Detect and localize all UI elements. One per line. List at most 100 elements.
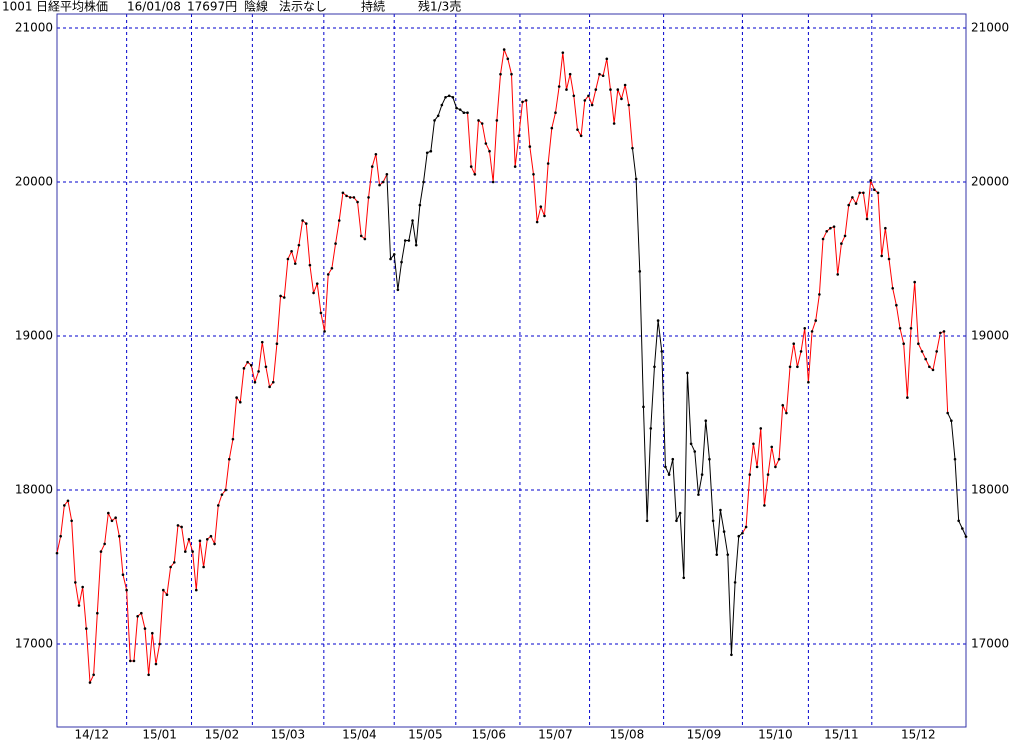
header-signal: 法示なし (279, 0, 327, 14)
price-point (264, 365, 268, 369)
x-tick-label: 15/06 (471, 728, 506, 742)
price-point (348, 196, 352, 199)
price-point (143, 627, 147, 630)
price-point (887, 257, 891, 261)
price-line (56, 47, 949, 685)
price-point (191, 550, 194, 553)
price-point (770, 445, 774, 449)
price-point (594, 88, 598, 91)
price-point (946, 411, 949, 415)
price-point (510, 72, 513, 76)
price-point (238, 400, 242, 404)
y2-tick-label: 20000 (971, 175, 1009, 189)
price-point (455, 106, 458, 110)
price-point (275, 342, 279, 346)
price-point (129, 659, 132, 663)
price-point (319, 311, 323, 315)
price-point (554, 111, 557, 115)
price-point (165, 593, 169, 597)
price-point (458, 108, 462, 111)
price-point (495, 119, 499, 122)
price-point (653, 365, 656, 369)
price-point (425, 151, 429, 155)
price-point (543, 214, 546, 218)
price-point (381, 180, 385, 184)
price-point (869, 179, 873, 182)
price-point (810, 330, 814, 333)
price-point (528, 145, 532, 148)
price-point (480, 122, 484, 125)
price-point (63, 504, 66, 507)
price-point (308, 263, 312, 267)
price-point (257, 370, 260, 373)
price-point (565, 88, 568, 91)
header-candle: 陰線 (244, 0, 268, 14)
price-point (140, 611, 143, 615)
price-point (469, 165, 473, 168)
price-point (121, 573, 125, 576)
price-point (620, 97, 623, 101)
price-point (389, 257, 392, 261)
price-point (950, 419, 953, 423)
price-point (664, 465, 667, 469)
price-point (70, 519, 73, 523)
price-point (583, 99, 587, 102)
price-point (74, 581, 77, 584)
price-point (891, 286, 894, 290)
price-point (315, 282, 319, 285)
price-point (898, 327, 902, 330)
price-point (616, 88, 620, 91)
header-code: 1001 (2, 0, 33, 14)
price-point (884, 226, 887, 230)
price-point (579, 134, 583, 138)
price-point (451, 96, 455, 99)
price-point (755, 465, 759, 469)
price-point (253, 380, 257, 384)
price-point (161, 588, 165, 592)
x-tick-label: 15/02 (205, 728, 240, 742)
price-point (411, 219, 414, 222)
price-point (605, 57, 609, 61)
y2-tick-label: 21000 (971, 21, 1009, 35)
price-point (796, 365, 799, 369)
price-point (719, 508, 722, 512)
x-tick-label: 15/03 (271, 728, 306, 742)
price-point (400, 260, 403, 264)
price-point (513, 165, 517, 168)
price-point (931, 368, 935, 372)
price-point (642, 405, 645, 409)
price-point (821, 237, 825, 241)
header-date: 16/01/08 (127, 0, 181, 14)
price-point (737, 534, 741, 538)
price-point (88, 681, 92, 684)
price-point (792, 342, 796, 346)
price-point (909, 327, 913, 330)
price-point (550, 126, 554, 130)
price-point (682, 576, 686, 580)
price-point (150, 631, 154, 635)
price-point (858, 191, 862, 195)
price-point (110, 519, 114, 523)
price-point (557, 85, 561, 88)
price-point (759, 427, 763, 430)
price-point (414, 243, 418, 247)
price-point (85, 627, 88, 630)
price-point (356, 200, 359, 204)
price-point (524, 99, 528, 102)
price-point (722, 530, 726, 533)
price-point (213, 542, 216, 546)
price-point (242, 367, 246, 370)
price-point (935, 350, 938, 353)
price-point (788, 365, 792, 369)
price-point (920, 350, 924, 353)
price-point (836, 273, 840, 276)
price-point (741, 531, 744, 535)
price-point (961, 527, 964, 530)
price-point (572, 94, 576, 98)
header-remaining: 残1/3売 (418, 0, 461, 14)
price-point (843, 234, 847, 238)
price-point (667, 473, 671, 476)
price-point (876, 191, 880, 195)
price-point (733, 581, 737, 584)
